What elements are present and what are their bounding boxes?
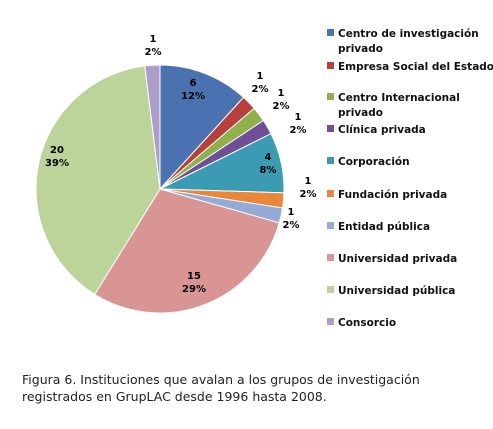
- data-label-value: 20: [50, 145, 64, 156]
- legend-swatch: [327, 222, 334, 229]
- pie-slice: [35, 65, 161, 296]
- legend-swatch: [327, 29, 334, 36]
- data-label-percent: 2%: [283, 220, 300, 231]
- data-label-percent: 8%: [260, 165, 277, 176]
- data-label-value: 6: [190, 78, 197, 89]
- legend-label: Centro Internacional: [338, 92, 460, 104]
- data-label-value: 1: [295, 112, 302, 123]
- legend-swatch: [327, 125, 334, 132]
- data-label-percent: 2%: [290, 125, 307, 136]
- legend-swatch: [327, 157, 334, 164]
- data-label-value: 1: [278, 88, 285, 99]
- legend-swatch: [327, 286, 334, 293]
- legend-label: privado: [338, 107, 383, 119]
- legend-swatch: [327, 318, 334, 325]
- data-label-value: 1: [257, 71, 264, 82]
- data-label-value: 1: [150, 34, 157, 45]
- caption-line-1: Figura 6. Instituciones que avalan a los…: [22, 372, 420, 387]
- data-label-percent: 2%: [145, 47, 162, 58]
- data-label-percent: 2%: [300, 189, 317, 200]
- caption-line-2: registrados en GrupLAC desde 1996 hasta …: [22, 389, 327, 404]
- pie-slices: [35, 64, 285, 314]
- legend-label: privado: [338, 43, 383, 55]
- data-label-percent: 2%: [252, 84, 269, 95]
- legend-label: Entidad pública: [338, 221, 430, 233]
- legend-label: Corporación: [338, 156, 410, 168]
- legend-swatch: [327, 93, 334, 100]
- pie-slice: [159, 64, 245, 191]
- legend-label: Empresa Social del Estado: [338, 61, 493, 73]
- legend-label: Clínica privada: [338, 124, 426, 136]
- data-label-value: 4: [265, 152, 272, 163]
- legend-label: Consorcio: [338, 317, 396, 329]
- legend-label: Universidad pública: [338, 285, 455, 297]
- data-label-percent: 2%: [273, 101, 290, 112]
- data-label-value: 15: [187, 271, 201, 282]
- legend-label: Centro de investigación: [338, 28, 479, 40]
- legend-label: Universidad privada: [338, 253, 457, 265]
- data-label-value: 1: [288, 207, 295, 218]
- legend: Centro de investigación privado Empresa So…: [327, 28, 493, 329]
- legend-swatch: [327, 254, 334, 261]
- legend-swatch: [327, 62, 334, 69]
- data-label-value: 1: [305, 176, 312, 187]
- legend-swatch: [327, 190, 334, 197]
- data-label-percent: 29%: [182, 284, 206, 295]
- data-label-percent: 39%: [45, 158, 69, 169]
- pie-slice: [144, 64, 161, 190]
- data-label-percent: 12%: [181, 91, 205, 102]
- figure-caption: Figura 6. Instituciones que avalan a los…: [22, 371, 482, 405]
- legend-label: Fundación privada: [338, 189, 447, 201]
